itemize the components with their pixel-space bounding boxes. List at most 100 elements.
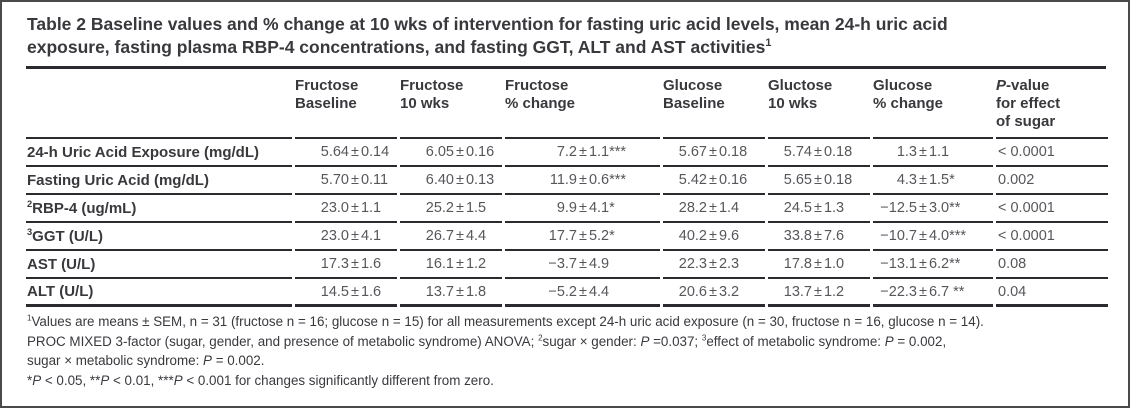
value-sem: 4.1: [360, 228, 382, 244]
header-cell: [26, 69, 292, 139]
value-sem: 1.0: [823, 256, 845, 272]
title-line: Table 2 Baseline values and % change at …: [27, 14, 948, 34]
value-cell: 28.2 ±1.4: [663, 195, 765, 223]
value-sem: 0.18: [718, 144, 748, 160]
value-sem: 7.6: [823, 228, 845, 244]
plus-minus-sign: ±: [351, 256, 359, 272]
text-segment: Fructose: [400, 77, 464, 94]
row-label: 24-h Uric Acid Exposure (mg/dL): [27, 143, 259, 161]
value-cell: 40.2 ±9.6: [663, 223, 765, 251]
value-cell: 6.40 ±0.13: [400, 167, 502, 195]
value-mean: 13.7: [783, 283, 812, 300]
value-mean: 23.0: [320, 200, 349, 216]
value-mean: −12.5: [880, 200, 917, 216]
plus-minus-sign: ±: [351, 144, 359, 160]
plus-minus-sign: ±: [351, 228, 359, 244]
plus-minus-sign: ±: [709, 172, 717, 188]
value-cell: 23.0 ±4.1: [295, 223, 397, 251]
value-mean: 1.3: [896, 144, 917, 160]
row-label-cell: 3GGT (U/L): [26, 223, 292, 251]
value-sem: 1.4: [718, 200, 740, 216]
value-sem: 1.6: [360, 256, 382, 272]
plus-minus-sign: ±: [351, 283, 359, 300]
value-sem: 4.4: [588, 283, 610, 300]
plus-minus-sign: ±: [814, 200, 822, 216]
value-cell: 25.2 ±1.5: [400, 195, 502, 223]
title-line: exposure, fasting plasma RBP-4 concentra…: [27, 37, 766, 57]
value-mean: 5.67: [678, 144, 707, 160]
footnote-line: PROC MIXED 3-factor (sugar, gender, and …: [27, 332, 1106, 352]
plus-minus-sign: ±: [579, 283, 587, 300]
row-label: GGT (U/L): [32, 227, 103, 245]
header-cell-line: of sugar: [996, 113, 1108, 131]
value-mean: 4.3: [896, 172, 917, 188]
text-segment: 2: [538, 333, 543, 343]
data-table: Fructose Baseline Fructose 10 wks Fructose% …: [23, 69, 1111, 307]
plus-minus-sign: ±: [709, 144, 717, 160]
text-segment: P: [32, 372, 42, 388]
plus-minus-sign: ±: [814, 256, 822, 272]
header-cell: Fructose% change: [505, 69, 660, 139]
row-label-cell: Fasting Uric Acid (mg/dL): [26, 167, 292, 195]
value-sem: 5.2*: [588, 228, 615, 244]
value-sem: 0.18: [823, 172, 853, 188]
value-cell: 9.9 ±4.1*: [505, 195, 660, 223]
header-cell-line: Glucose: [663, 77, 765, 95]
p-value-cell: 0.08: [996, 251, 1108, 279]
value-mean: 24.5: [783, 200, 812, 216]
value-sem: 0.13: [465, 172, 495, 188]
value-mean: −22.3: [880, 283, 917, 300]
value-sem: 4.4: [465, 228, 487, 244]
value-cell: 7.2 ±1.1***: [505, 139, 660, 167]
text-segment: PROC MIXED 3-factor (sugar, gender, and …: [27, 333, 539, 349]
row-label: AST (U/L): [27, 255, 96, 273]
text-segment: for effect: [996, 95, 1061, 112]
value-cell: 5.42 ±0.16: [663, 167, 765, 195]
value-mean: 17.7: [548, 228, 577, 244]
value-cell: 11.9 ±0.6***: [505, 167, 660, 195]
table-row: 2RBP-4 (ug/mL) 23.0 ±1.1 25.2 ±1.5 9.9 ±4.1* 28…: [26, 195, 1108, 223]
header-cell: Glucose Baseline: [663, 69, 765, 139]
text-segment: % change: [873, 95, 944, 112]
value-sem: 1.2: [465, 256, 487, 272]
p-value-cell: < 0.0001: [996, 139, 1108, 167]
value-mean: 6.40: [425, 172, 454, 188]
row-label: Fasting Uric Acid (mg/dL): [27, 171, 209, 189]
text-segment: -value: [1006, 77, 1050, 94]
plus-minus-sign: ±: [919, 200, 927, 216]
text-segment: P: [100, 372, 110, 388]
plus-minus-sign: ±: [709, 228, 717, 244]
value-mean: −10.7: [880, 228, 917, 244]
value-sem: 0.16: [718, 172, 748, 188]
header-cell-line: Fructose: [505, 77, 660, 95]
value-mean: 5.74: [783, 144, 812, 160]
text-segment: 10 wks: [400, 95, 450, 112]
value-cell: 22.3 ±2.3: [663, 251, 765, 279]
plus-minus-sign: ±: [579, 144, 587, 160]
text-segment: 10 wks: [768, 95, 818, 112]
value-mean: 33.8: [783, 228, 812, 244]
value-sem: 6.2**: [928, 256, 961, 272]
header-cell-line: Baseline: [663, 95, 765, 113]
header-cell-line: Fructose: [400, 77, 502, 95]
text-segment: Gluctose: [768, 77, 833, 94]
value-sem: 0.18: [823, 144, 853, 160]
header-cell-line: P-value: [996, 77, 1108, 95]
plus-minus-sign: ±: [579, 256, 587, 272]
value-mean: 28.2: [678, 200, 707, 216]
header-cell: P-value for effect of sugar: [996, 69, 1108, 139]
row-label-cell: ALT (U/L): [26, 279, 292, 307]
value-sem: 2.3: [718, 256, 740, 272]
plus-minus-sign: ±: [456, 256, 464, 272]
row-label-cell: 2RBP-4 (ug/mL): [26, 195, 292, 223]
value-mean: 5.42: [678, 172, 707, 188]
footnote-line: 1Values are means ± SEM, n = 31 (fructos…: [27, 312, 1106, 332]
header-row: Fructose Baseline Fructose 10 wks Fructose% …: [26, 69, 1108, 139]
value-mean: 20.6: [678, 283, 707, 300]
table-head: Fructose Baseline Fructose 10 wks Fructose% …: [26, 69, 1108, 139]
plus-minus-sign: ±: [579, 200, 587, 216]
row-label-superscript: 3: [27, 226, 33, 237]
value-sem: 1.1***: [588, 144, 627, 160]
p-value-cell: 0.002: [996, 167, 1108, 195]
text-segment: Glucose: [873, 77, 933, 94]
